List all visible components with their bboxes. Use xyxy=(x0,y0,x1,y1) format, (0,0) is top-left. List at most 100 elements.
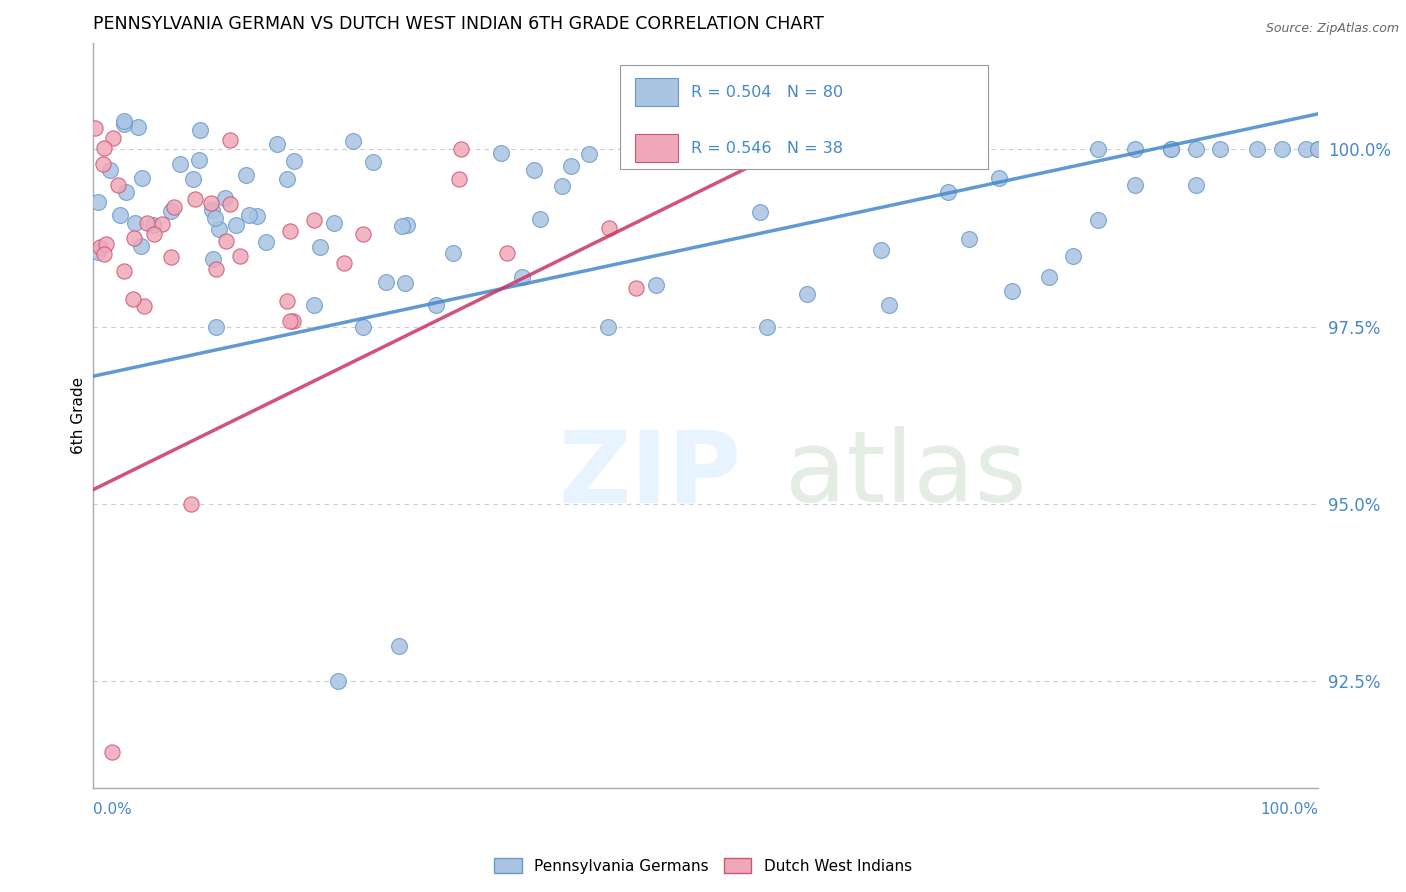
Point xyxy=(281,314,304,328)
Point xyxy=(640,137,662,152)
Point xyxy=(957,231,980,245)
Point xyxy=(266,137,288,152)
Point xyxy=(134,299,156,313)
Point xyxy=(278,313,301,327)
Point xyxy=(219,133,242,147)
Text: Source: ZipAtlas.com: Source: ZipAtlas.com xyxy=(1265,22,1399,36)
Point xyxy=(450,142,472,156)
Point xyxy=(748,204,770,219)
Point xyxy=(204,211,226,225)
Point xyxy=(107,178,129,192)
Text: atlas: atlas xyxy=(786,426,1026,524)
Point xyxy=(283,153,305,168)
Text: R = 0.546   N = 38: R = 0.546 N = 38 xyxy=(690,141,844,156)
Point xyxy=(551,178,574,193)
Point xyxy=(91,157,114,171)
Point xyxy=(100,745,122,759)
Point xyxy=(163,200,186,214)
Point xyxy=(276,172,298,186)
Text: ZIP: ZIP xyxy=(558,426,741,524)
Point xyxy=(449,171,471,186)
Point xyxy=(159,203,181,218)
Point xyxy=(491,145,513,160)
Point xyxy=(425,298,447,312)
Point xyxy=(225,219,247,233)
Point xyxy=(122,230,145,244)
Point xyxy=(342,134,364,148)
Point xyxy=(112,117,135,131)
Point xyxy=(394,276,416,290)
Point xyxy=(276,294,298,309)
Point xyxy=(204,319,226,334)
Point xyxy=(101,130,124,145)
Point xyxy=(108,208,131,222)
Point xyxy=(188,123,211,137)
Point xyxy=(278,224,301,238)
Point xyxy=(96,237,118,252)
Point xyxy=(560,159,582,173)
Point xyxy=(302,213,325,227)
Point xyxy=(246,209,269,223)
Point xyxy=(136,217,159,231)
Point xyxy=(1246,142,1268,156)
Point xyxy=(181,171,204,186)
Point xyxy=(115,185,138,199)
Point xyxy=(598,221,620,235)
Point xyxy=(1308,142,1330,156)
Point xyxy=(363,155,385,169)
Point xyxy=(112,114,135,128)
Point xyxy=(93,246,115,260)
Point xyxy=(93,141,115,155)
Point xyxy=(756,319,779,334)
Point xyxy=(201,202,224,217)
Point xyxy=(84,121,107,136)
Point xyxy=(578,147,600,161)
Point xyxy=(441,245,464,260)
Point xyxy=(396,218,419,232)
Point xyxy=(388,639,411,653)
Point xyxy=(238,209,260,223)
Point xyxy=(87,194,110,209)
Point xyxy=(124,216,146,230)
Y-axis label: 6th Grade: 6th Grade xyxy=(72,376,86,454)
Point xyxy=(1087,142,1109,156)
Point xyxy=(352,227,374,242)
Point xyxy=(122,293,145,307)
Point xyxy=(215,234,238,248)
Point xyxy=(131,170,153,185)
Point xyxy=(254,235,277,249)
Point xyxy=(1209,142,1232,156)
Point xyxy=(644,277,666,292)
Point xyxy=(523,162,546,177)
Point xyxy=(143,227,166,242)
Point xyxy=(596,319,619,334)
Point xyxy=(201,252,224,266)
Text: PENNSYLVANIA GERMAN VS DUTCH WEST INDIAN 6TH GRADE CORRELATION CHART: PENNSYLVANIA GERMAN VS DUTCH WEST INDIAN… xyxy=(93,15,824,33)
Point xyxy=(332,256,354,270)
Point xyxy=(1160,142,1182,156)
Point xyxy=(188,153,211,167)
Point xyxy=(235,168,257,182)
Point xyxy=(529,212,551,227)
Point xyxy=(309,240,332,254)
Point xyxy=(987,171,1010,186)
Point xyxy=(510,269,533,284)
Point xyxy=(86,245,108,260)
Point xyxy=(127,120,149,134)
Point xyxy=(184,192,207,206)
Point xyxy=(322,216,344,230)
FancyBboxPatch shape xyxy=(634,78,678,106)
Point xyxy=(328,674,350,689)
Point xyxy=(150,217,173,231)
Point xyxy=(1308,142,1330,156)
Text: 100.0%: 100.0% xyxy=(1260,802,1319,816)
Point xyxy=(624,281,647,295)
Point xyxy=(879,298,901,312)
Point xyxy=(129,239,152,253)
Point xyxy=(1062,249,1084,263)
Point xyxy=(180,497,202,511)
Point xyxy=(214,191,236,205)
Legend: Pennsylvania Germans, Dutch West Indians: Pennsylvania Germans, Dutch West Indians xyxy=(488,852,918,880)
FancyBboxPatch shape xyxy=(634,134,678,162)
Point xyxy=(1184,178,1206,192)
